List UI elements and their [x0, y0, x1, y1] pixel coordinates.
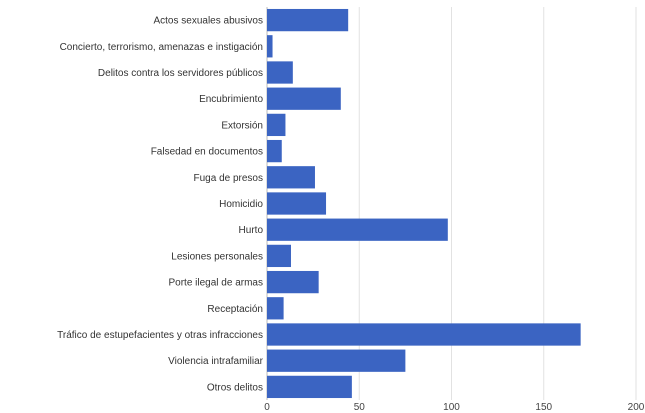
bar: [267, 35, 273, 58]
category-label: Violencia intrafamiliar: [168, 356, 264, 367]
bar: [267, 349, 406, 372]
bar: [267, 113, 286, 137]
category-label: Homicidio: [219, 199, 263, 210]
bar: [267, 61, 293, 84]
x-tick-label: 0: [264, 402, 270, 413]
bar: [267, 139, 282, 163]
category-label: Tráfico de estupefacientes y otras infra…: [57, 330, 263, 341]
category-label: Actos sexuales abusivos: [153, 16, 263, 27]
x-tick-label: 50: [354, 402, 366, 413]
category-label: Extorsión: [221, 120, 263, 131]
bar: [267, 375, 352, 399]
x-axis-tick-labels: 0 50 100 150 200: [264, 402, 645, 413]
category-label: Lesiones personales: [171, 251, 263, 262]
bar: [267, 218, 448, 241]
category-label: Fuga de presos: [194, 173, 264, 184]
bar: [267, 192, 327, 215]
bar: [267, 244, 291, 268]
category-label: Falsedad en documentos: [151, 147, 263, 158]
bar: [267, 297, 284, 320]
x-tick-label: 100: [443, 402, 460, 413]
category-label: Delitos contra los servidores públicos: [98, 68, 263, 79]
bar: [267, 166, 315, 189]
bar: [267, 270, 319, 294]
category-label: Hurto: [239, 225, 264, 236]
bar: [267, 87, 341, 110]
bars: [267, 8, 581, 399]
x-tick-label: 150: [535, 402, 552, 413]
category-label: Porte ilegal de armas: [169, 278, 264, 289]
category-labels: Actos sexuales abusivos Concierto, terror…: [57, 16, 264, 394]
bar: [267, 8, 349, 32]
category-label: Receptación: [207, 304, 263, 315]
category-label: Otros delitos: [207, 382, 263, 393]
category-label: Concierto, terrorismo, amenazas e instig…: [60, 42, 263, 53]
category-label: Encubrimiento: [199, 94, 263, 105]
bar: [267, 323, 581, 346]
x-tick-label: 200: [628, 402, 645, 413]
